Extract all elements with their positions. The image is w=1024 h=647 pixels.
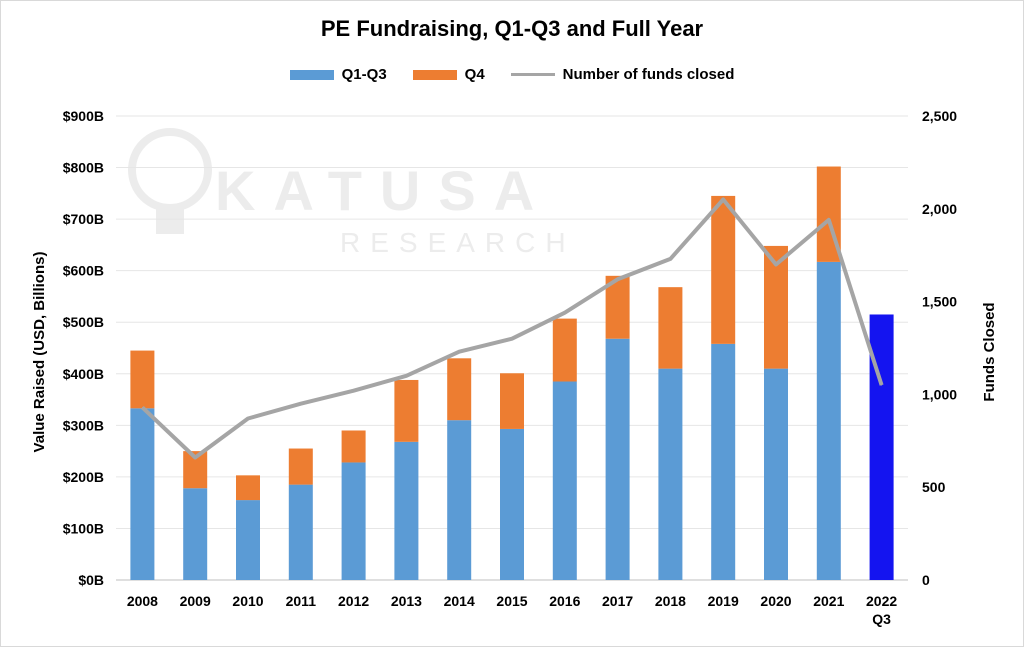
bar-q1q3 xyxy=(183,488,208,580)
y2-axis-label: Funds Closed xyxy=(981,302,998,401)
y-tick-label: $900B xyxy=(63,108,104,124)
bar-q4 xyxy=(288,448,313,485)
funds-closed-point xyxy=(617,278,619,280)
funds-closed-point xyxy=(881,384,883,386)
funds-line xyxy=(141,197,884,460)
x-tick-label: Q3 xyxy=(872,611,891,627)
bar-q4 xyxy=(552,318,577,382)
y-tick-label: $400B xyxy=(63,366,104,382)
bar-q4 xyxy=(341,430,366,463)
y-tick-label: $600B xyxy=(63,263,104,279)
x-axis: 2008 2009 2010 2011 2012 2013 2014 2015 2016 2017… xyxy=(127,593,898,627)
x-tick-label: 2016 xyxy=(549,593,580,609)
bar-q1q3 xyxy=(236,500,260,580)
funds-closed-point xyxy=(194,457,196,459)
legend-swatch-q1q3 xyxy=(289,69,334,80)
y-tick-label: $200B xyxy=(63,469,104,485)
funds-closed-point xyxy=(247,418,249,420)
legend-label-q1q3: Q1-Q3 xyxy=(341,66,387,83)
x-tick-label: 2008 xyxy=(127,593,158,609)
bar-q1q3 xyxy=(447,420,472,580)
funds-closed-point xyxy=(828,219,830,221)
bar-q1q3 xyxy=(605,338,630,580)
legend-item-q4: Q4 xyxy=(412,66,485,83)
chart-title: PE Fundraising, Q1-Q3 and Full Year xyxy=(320,16,704,41)
legend-label-q4: Q4 xyxy=(464,66,485,83)
y-axis-left: $0B $100B $200B $300B $400B $500B $600B $700B $8… xyxy=(63,108,104,588)
x-tick-label: 2010 xyxy=(232,593,263,609)
bar-q4 xyxy=(711,195,736,344)
bar-q1q3 xyxy=(288,484,313,580)
x-tick-label: 2013 xyxy=(391,593,422,609)
x-tick-label: 2012 xyxy=(338,593,369,609)
bar-q1q3 xyxy=(130,408,155,580)
bar-q1q3 xyxy=(764,368,788,580)
x-tick-label: 2018 xyxy=(655,593,686,609)
x-tick-label: 2019 xyxy=(708,593,739,609)
funds-closed-point xyxy=(458,351,460,353)
funds-closed-point xyxy=(564,312,566,314)
bar-q4 xyxy=(658,287,683,369)
funds-closed-point xyxy=(141,406,143,408)
x-tick-label: 2009 xyxy=(180,593,211,609)
funds-closed-point xyxy=(300,403,302,405)
funds-closed-point xyxy=(669,258,671,260)
x-tick-label: 2011 xyxy=(286,593,317,609)
legend-item-funds: Number of funds closed xyxy=(510,66,735,83)
y-tick-label: $700B xyxy=(63,211,104,227)
bar-q4 xyxy=(394,379,419,442)
y-tick-label: $800B xyxy=(63,160,104,176)
funds-closed-point xyxy=(405,375,407,377)
y-tick-label: $0B xyxy=(78,572,104,588)
funds-closed-point xyxy=(722,199,724,201)
y-axis-right: 0 500 1,000 1,500 2,000 2,500 xyxy=(922,108,957,588)
y-tick-label: $500B xyxy=(63,314,104,330)
funds-closed-point xyxy=(353,390,355,392)
bar-q4 xyxy=(236,475,260,501)
watermark-subtext: RESEARCH xyxy=(340,227,576,258)
legend-item-q1q3: Q1-Q3 xyxy=(289,66,387,83)
y-tick-label: $100B xyxy=(63,520,104,536)
bars xyxy=(130,166,894,580)
bar-q1q3 xyxy=(341,462,366,580)
funds-closed-point xyxy=(511,338,513,340)
bar-q1q3 xyxy=(394,441,419,580)
bar-q1q3 xyxy=(658,368,683,580)
bar-q4 xyxy=(447,358,472,421)
legend-swatch-q4 xyxy=(412,69,457,80)
y2-tick-label: 2,000 xyxy=(922,201,957,217)
x-tick-label: 2020 xyxy=(760,593,791,609)
x-tick-label: 2015 xyxy=(496,593,527,609)
watermark: KATUSA RESEARCH xyxy=(128,128,576,258)
y2-tick-label: 0 xyxy=(922,572,930,588)
y2-tick-label: 500 xyxy=(922,479,946,495)
x-tick-label: 2021 xyxy=(813,593,844,609)
funds-closed-point xyxy=(775,263,777,265)
bar-q1q3 xyxy=(500,428,524,580)
bar-q1q3 xyxy=(711,343,736,580)
watermark-bulb-base xyxy=(156,208,184,234)
watermark-bulb-icon xyxy=(128,128,212,212)
y2-tick-label: 1,500 xyxy=(922,294,957,310)
legend-swatch-funds xyxy=(510,73,555,76)
legend-label-funds: Number of funds closed xyxy=(562,66,735,83)
y-tick-label: $300B xyxy=(63,417,104,433)
bar-q4 xyxy=(130,350,155,409)
watermark-text: KATUSA xyxy=(215,159,552,222)
x-tick-label: 2022 xyxy=(866,593,897,609)
y2-tick-label: 2,500 xyxy=(922,108,957,124)
y-axis-label: Value Raised (USD, Billions) xyxy=(31,252,48,453)
bar-q4 xyxy=(500,373,524,429)
x-tick-label: 2017 xyxy=(602,593,633,609)
y2-tick-label: 1,000 xyxy=(922,386,957,402)
x-tick-label: 2014 xyxy=(444,593,475,609)
bar-q1q3 xyxy=(816,261,841,580)
bar-q1q3 xyxy=(552,381,577,580)
chart-legend: Q1-Q3 Q4 Number of funds closed xyxy=(0,66,1024,83)
